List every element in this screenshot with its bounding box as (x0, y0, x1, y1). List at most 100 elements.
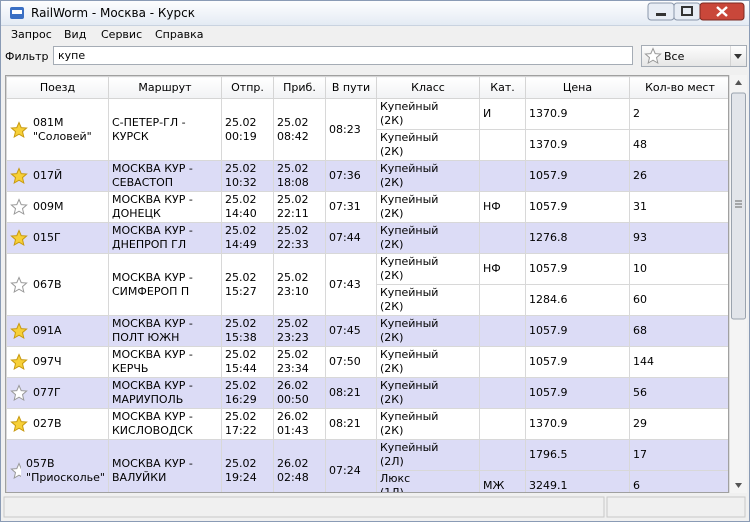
place-category: НФ (480, 254, 526, 285)
train-number-wrap: 067В (10, 276, 105, 294)
place-category (480, 440, 526, 471)
favorite-star[interactable] (10, 353, 28, 371)
train-cell: 009М (7, 192, 109, 223)
train-number-wrap: 077Г (10, 384, 105, 402)
train-row: 017ЙМОСКВА КУР - СЕВАСТОП25.02 10:3225.0… (7, 161, 730, 192)
train-number: 017Й (33, 169, 62, 183)
menu-item[interactable]: Вид (64, 28, 86, 41)
table-body: 081М "Соловей"С-ПЕТЕР-ГЛ - КУРСК25.02 00… (7, 99, 730, 494)
train-departure: 25.02 15:44 (222, 347, 274, 378)
star-shape (11, 417, 26, 432)
place-category (480, 409, 526, 440)
place-class: Купейный (2К) (377, 223, 480, 254)
favorite-star[interactable] (10, 167, 28, 185)
train-row: 015ГМОСКВА КУР - ДНЕПРОП ГЛ25.02 14:4925… (7, 223, 730, 254)
star-shape (11, 231, 26, 246)
place-price: 1276.8 (526, 223, 630, 254)
star-shape (11, 386, 26, 401)
train-number: 009М (33, 200, 64, 214)
place-class: Купейный (2К) (377, 130, 480, 161)
train-cell: 077Г (7, 378, 109, 409)
train-departure: 25.02 16:29 (222, 378, 274, 409)
place-seats: 29 (630, 409, 730, 440)
star-shape (11, 355, 26, 370)
train-number-wrap: 097Ч (10, 353, 105, 371)
place-class: Купейный (2К) (377, 378, 480, 409)
train-row: 009ММОСКВА КУР - ДОНЕЦК25.02 14:4025.02 … (7, 192, 730, 223)
train-arrival: 26.02 01:43 (274, 409, 326, 440)
place-category (480, 130, 526, 161)
train-travel-time: 08:21 (326, 378, 377, 409)
train-departure: 25.02 15:27 (222, 254, 274, 316)
column-header: Кат. (480, 77, 526, 99)
star-shape (11, 200, 26, 215)
favorite-star[interactable] (10, 276, 28, 294)
train-cell: 057В "Приосколье" (7, 440, 109, 494)
place-class: Купейный (2К) (377, 347, 480, 378)
train-route: МОСКВА КУР - ДНЕПРОП ГЛ (109, 223, 222, 254)
menu-item[interactable]: Справка (155, 28, 203, 41)
train-row: 057В "Приосколье"МОСКВА КУР - ВАЛУЙКИ25.… (7, 440, 730, 471)
train-travel-time: 07:43 (326, 254, 377, 316)
place-class: Купейный (2К) (377, 316, 480, 347)
filter-input[interactable]: купе (53, 46, 633, 65)
trains-table: ПоездМаршрутОтпр.Приб.В путиКлассКат.Цен… (5, 75, 729, 493)
place-seats: 2 (630, 99, 730, 130)
place-price: 1057.9 (526, 316, 630, 347)
train-number-wrap: 027В (10, 415, 105, 433)
train-arrival: 26.02 00:50 (274, 378, 326, 409)
star-shape (11, 169, 26, 184)
train-arrival: 25.02 22:11 (274, 192, 326, 223)
app-icon (9, 5, 25, 21)
train-number: 077Г (33, 386, 61, 400)
place-seats: 26 (630, 161, 730, 192)
train-departure: 25.02 17:22 (222, 409, 274, 440)
favorite-star[interactable] (10, 415, 28, 433)
train-arrival: 25.02 18:08 (274, 161, 326, 192)
train-arrival: 25.02 23:10 (274, 254, 326, 316)
place-seats: 10 (630, 254, 730, 285)
place-category (480, 378, 526, 409)
place-category: МЖ (480, 471, 526, 494)
menu-item[interactable]: Запрос (11, 28, 52, 41)
menu-item[interactable]: Сервис (101, 28, 142, 41)
favorite-star[interactable] (10, 322, 28, 340)
place-price: 1057.9 (526, 378, 630, 409)
train-row: 067ВМОСКВА КУР - СИМФЕРОП П25.02 15:2725… (7, 254, 730, 285)
train-number: 015Г (33, 231, 61, 245)
star-shape (11, 324, 26, 339)
favorite-star[interactable] (10, 229, 28, 247)
menu-bar: Запрос Вид Сервис Справка (1, 26, 749, 44)
train-cell: 017Й (7, 161, 109, 192)
train-cell: 067В (7, 254, 109, 316)
train-number: 091А (33, 324, 62, 338)
place-class: Купейный (2К) (377, 99, 480, 130)
favorite-star[interactable] (10, 198, 28, 216)
place-class: Купейный (2Л) (377, 440, 480, 471)
place-category (480, 347, 526, 378)
window-buttons[interactable] (647, 2, 747, 22)
scrollbar[interactable] (729, 75, 747, 493)
place-category (480, 285, 526, 316)
train-arrival: 25.02 08:42 (274, 99, 326, 161)
place-seats: 68 (630, 316, 730, 347)
train-departure: 25.02 14:40 (222, 192, 274, 223)
train-number-wrap: 017Й (10, 167, 105, 185)
place-category (480, 161, 526, 192)
filter-combo[interactable]: Все (641, 45, 747, 67)
place-seats: 144 (630, 347, 730, 378)
train-arrival: 25.02 22:33 (274, 223, 326, 254)
train-cell: 081М "Соловей" (7, 99, 109, 161)
train-row: 091АМОСКВА КУР - ПОЛТ ЮЖН25.02 15:3825.0… (7, 316, 730, 347)
train-route: С-ПЕТЕР-ГЛ - КУРСК (109, 99, 222, 161)
combo-arrow[interactable] (730, 46, 746, 66)
train-travel-time: 08:21 (326, 409, 377, 440)
place-price: 1057.9 (526, 161, 630, 192)
train-number-wrap: 081М "Соловей" (10, 116, 105, 144)
favorite-star[interactable] (10, 462, 21, 480)
favorite-star[interactable] (10, 121, 28, 139)
status-panes (1, 495, 749, 521)
train-departure: 25.02 00:19 (222, 99, 274, 161)
favorite-star[interactable] (10, 384, 28, 402)
